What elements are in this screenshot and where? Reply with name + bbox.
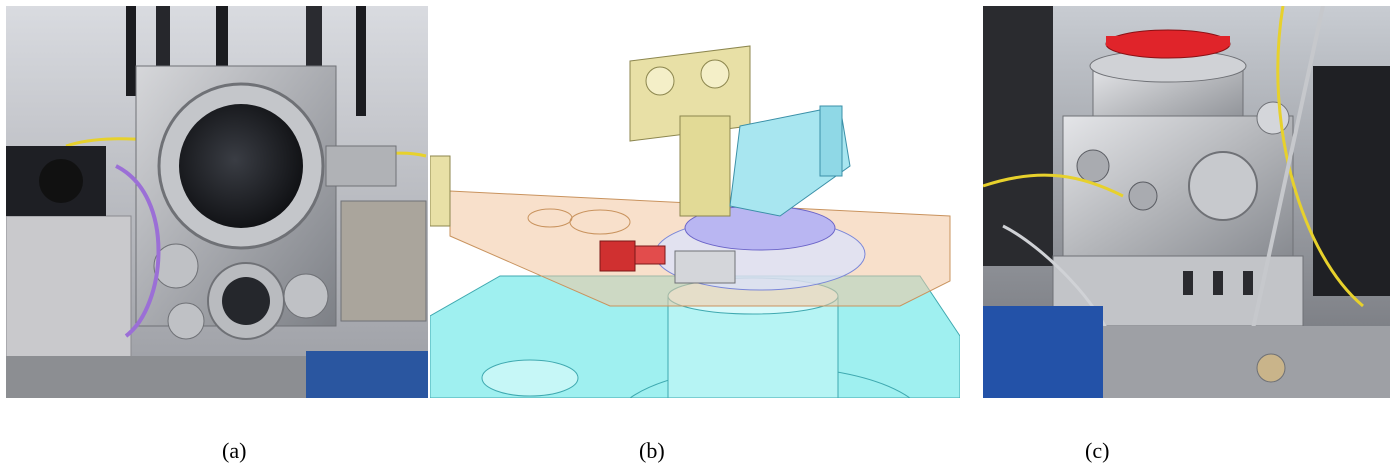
panel-c-photo bbox=[983, 6, 1390, 398]
panel-b-cad bbox=[430, 6, 960, 398]
panel-b-caption: (b) bbox=[639, 438, 665, 463]
panel-a-caption: (a) bbox=[222, 438, 247, 463]
photo-chamber-stage-icon bbox=[983, 6, 1390, 398]
panel-a-photo bbox=[6, 6, 428, 398]
cad-stage-assembly-icon bbox=[430, 6, 960, 398]
panel-c-caption: (c) bbox=[1085, 438, 1110, 463]
photo-vacuum-chamber-icon bbox=[6, 6, 428, 398]
